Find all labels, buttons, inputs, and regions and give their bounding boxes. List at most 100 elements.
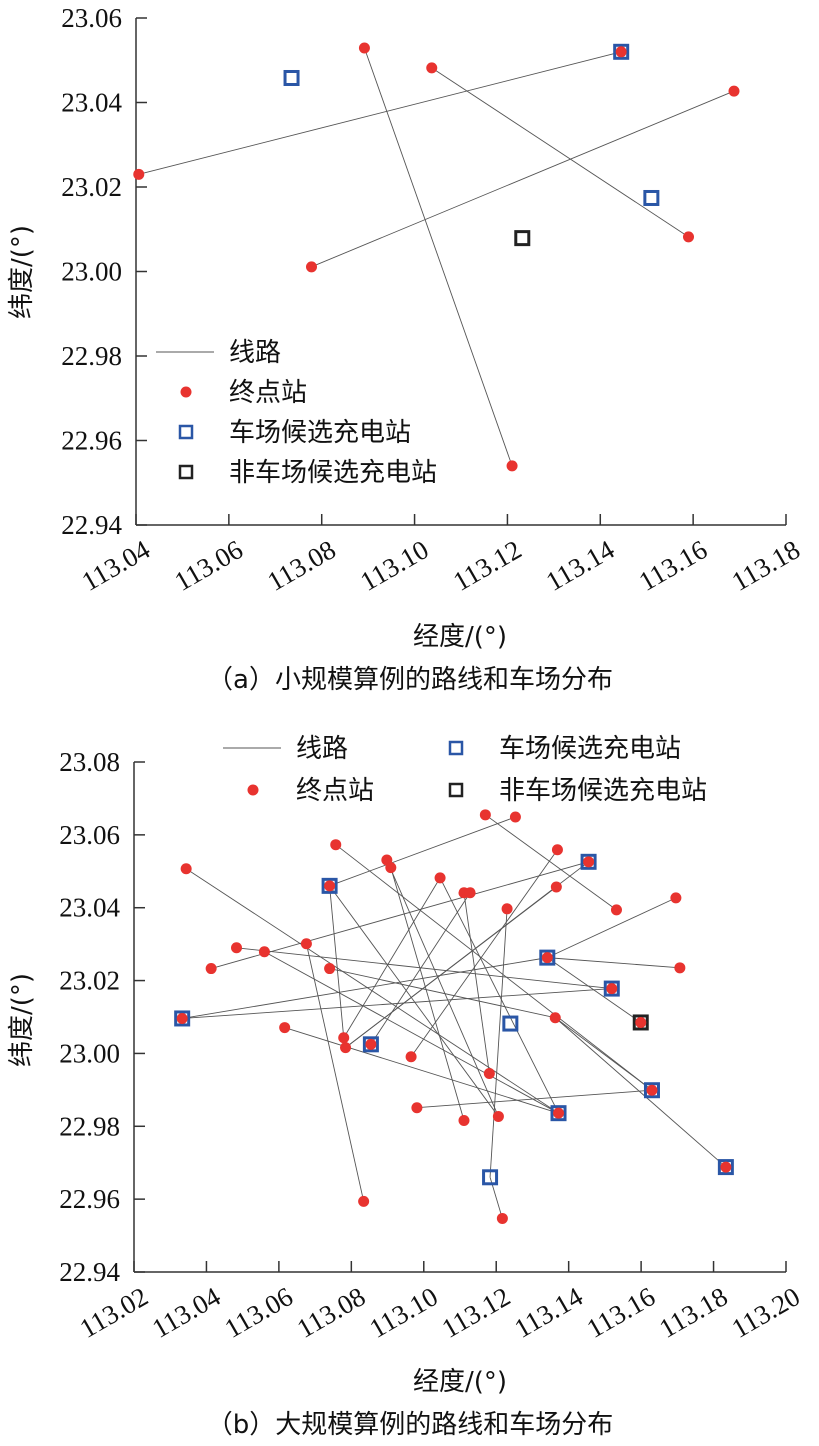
route-line: [305, 943, 365, 1202]
route-line: [547, 897, 677, 959]
terminal-marker: [606, 983, 618, 995]
route-line: [364, 47, 513, 466]
legend-label: 线路: [296, 734, 348, 764]
route-line: [236, 947, 612, 990]
terminal-marker: [338, 1032, 350, 1044]
y-tick-label: 22.96: [61, 426, 122, 456]
terminal-marker: [501, 903, 513, 915]
terminal-marker: [720, 1161, 732, 1173]
route-line: [431, 67, 689, 238]
terminal-marker: [553, 1107, 565, 1119]
x-tick-label: 113.18: [654, 1281, 732, 1344]
x-tick-label: 113.18: [727, 534, 805, 597]
terminal-marker: [426, 62, 438, 74]
terminal-marker: [458, 1114, 470, 1126]
non-depot-station-marker: [514, 230, 531, 247]
route-line: [370, 892, 471, 1045]
legend-label: 车场候选充电站: [499, 734, 681, 764]
y-tick-label: 22.94: [61, 510, 122, 540]
terminal-marker: [670, 892, 682, 904]
x-tick-label: 113.16: [582, 1281, 660, 1344]
route-line: [547, 957, 680, 969]
legend-label: 线路: [229, 338, 281, 368]
x-tick-label: 113.12: [448, 534, 526, 597]
route-line: [410, 849, 558, 1057]
terminal-marker: [231, 942, 243, 954]
depot-station-marker: [643, 1082, 660, 1099]
y-tick-label: 23.08: [59, 747, 120, 777]
legend-non-depot-swatch: [448, 782, 464, 798]
depot-station-marker: [362, 1036, 379, 1053]
y-tick-label: 22.96: [59, 1184, 120, 1214]
terminal-marker: [324, 880, 336, 892]
terminal-marker: [365, 1038, 377, 1050]
terminal-marker: [180, 863, 192, 875]
depot-station-marker: [283, 69, 300, 86]
terminal-marker: [176, 1012, 188, 1024]
route-line: [311, 90, 735, 268]
x-tick-label: 113.10: [364, 1281, 442, 1344]
legend-non-depot-swatch: [178, 464, 194, 480]
legend-label: 非车场候选充电站: [229, 458, 437, 488]
legend-terminal-swatch: [247, 784, 259, 796]
route-line: [554, 1017, 653, 1091]
legend-label: 车场候选充电站: [229, 418, 411, 448]
terminal-marker: [464, 887, 476, 899]
route-line: [264, 951, 559, 1114]
x-tick-label: 113.02: [75, 1281, 153, 1344]
terminal-marker: [615, 46, 627, 58]
depot-station-marker: [603, 980, 620, 997]
terminal-marker: [674, 962, 686, 974]
legend-terminal-swatch: [180, 386, 192, 398]
x-tick-label: 113.04: [147, 1281, 226, 1344]
terminal-marker: [541, 952, 553, 964]
terminal-marker: [506, 460, 518, 472]
route-line: [485, 814, 617, 911]
legend-label: 非车场候选充电站: [499, 776, 707, 806]
terminal-marker: [340, 1042, 352, 1054]
terminal-marker: [496, 1212, 508, 1224]
y-tick-label: 22.94: [59, 1257, 120, 1287]
y-tick-label: 22.98: [61, 341, 122, 371]
depot-station-marker: [482, 1169, 499, 1186]
route-line: [329, 816, 516, 887]
route-line: [390, 867, 465, 1121]
terminal-marker: [330, 839, 342, 851]
chart-caption: （b）大规模算例的路线和车场分布: [207, 1410, 614, 1440]
terminal-marker: [279, 1022, 291, 1034]
x-axis-label: 经度/(°): [413, 1367, 507, 1397]
x-tick-label: 113.20: [727, 1281, 805, 1344]
legend-label: 终点站: [296, 776, 374, 806]
chart-a: 22.94 22.96 22.98 23.00 23.02 23.04 23.06 113.0…: [7, 3, 805, 695]
y-tick-label: 23.02: [61, 172, 122, 202]
terminal-marker: [683, 231, 694, 243]
terminal-marker: [583, 856, 595, 868]
terminal-marker: [635, 1016, 647, 1028]
y-tick-label: 23.06: [59, 820, 120, 850]
y-tick-label: 23.04: [59, 893, 120, 923]
terminal-marker: [385, 862, 397, 874]
depot-station-marker: [643, 189, 660, 206]
terminal-marker: [551, 844, 563, 856]
route-line: [335, 844, 653, 1091]
x-tick-label: 113.12: [437, 1281, 515, 1344]
terminal-marker: [479, 809, 491, 821]
y-tick-label: 23.00: [59, 1038, 120, 1068]
depot-station-marker: [550, 1105, 567, 1122]
terminal-marker: [205, 963, 217, 975]
x-axis-label: 经度/(°): [413, 622, 507, 652]
route-line: [211, 861, 589, 969]
terminal-marker: [306, 261, 317, 273]
y-tick-label: 23.00: [61, 257, 122, 287]
depot-station-marker: [321, 877, 338, 894]
terminal-marker: [483, 1067, 495, 1079]
non-depot-station-marker: [632, 1014, 649, 1031]
route-line: [416, 1089, 653, 1109]
terminal-marker: [549, 1012, 561, 1024]
x-tick-label: 113.10: [355, 534, 433, 597]
terminal-marker: [411, 1102, 423, 1114]
x-tick-label: 113.06: [219, 1281, 297, 1344]
x-tick-label: 113.06: [169, 534, 247, 597]
x-tick-label: 113.16: [634, 534, 712, 597]
